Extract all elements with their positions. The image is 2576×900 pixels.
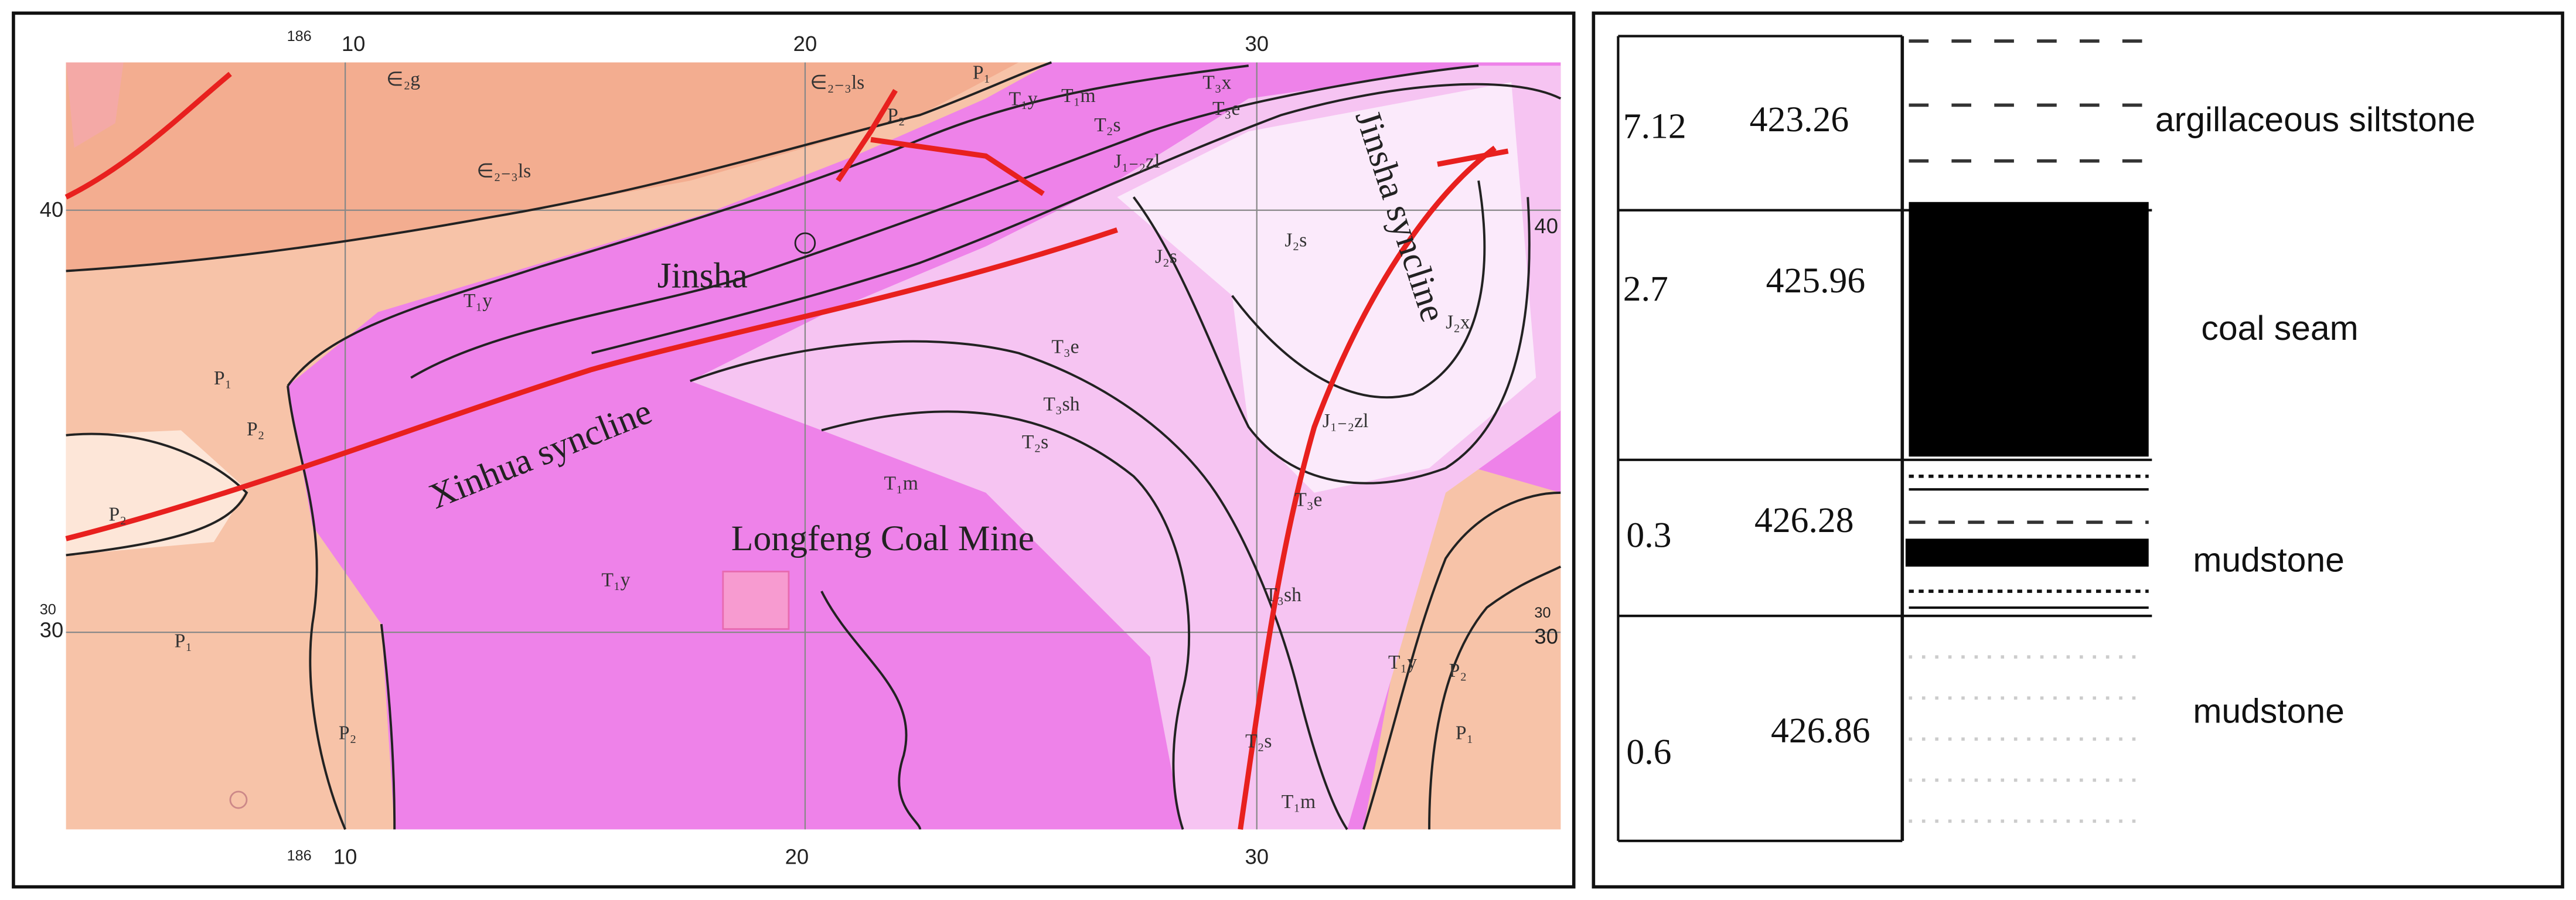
fault: [836, 88, 1045, 196]
formation-label: T₁y: [601, 570, 630, 591]
column-panel: 7.12 423.26 argillaceous siltstone 2.7 4…: [1592, 11, 2564, 889]
grid-label: 40: [1534, 214, 1558, 238]
fault: [1238, 145, 1497, 830]
thickness: 0.3: [1626, 515, 1671, 555]
formation-label: T₃e: [1051, 336, 1079, 358]
grid-label: 20: [793, 32, 817, 56]
thickness: 0.6: [1626, 732, 1671, 772]
depth: 426.28: [1754, 500, 1854, 540]
contour: [821, 410, 1191, 830]
formation-label: J₂s: [1284, 229, 1307, 251]
lithology: mudstone: [2193, 541, 2345, 579]
lithology: mudstone: [2193, 692, 2345, 730]
contour: [66, 432, 248, 557]
formation-label: T₁y: [1009, 88, 1038, 110]
formation-label: J₁₋₂zl: [1114, 151, 1160, 172]
formation-label: J₂x: [1446, 312, 1470, 333]
formation-label: T₃e: [1294, 489, 1322, 510]
formation-label: ∈₂g: [386, 69, 420, 90]
formation-label: P₁: [214, 367, 231, 389]
grid-label: 30: [40, 601, 56, 618]
thickness: 2.7: [1623, 269, 1668, 309]
formation-label: P₁: [175, 630, 192, 652]
fault: [65, 227, 1118, 541]
formation-label: T₃sh: [1043, 394, 1079, 415]
grid-label: 30: [1534, 625, 1558, 649]
map-panel: 186 10 20 30 186 10 20 30 40 30 30 40 30…: [12, 11, 1576, 889]
contour: [1132, 196, 1531, 485]
depth: 423.26: [1750, 100, 1849, 139]
contour: [591, 83, 1562, 354]
contour: [1231, 180, 1486, 398]
contour: [287, 64, 1249, 387]
grid-label: 186: [287, 28, 312, 45]
grid-label: 30: [1534, 605, 1551, 621]
formation-label: T₂s: [1094, 114, 1120, 136]
formation-label: J₁₋₂zl: [1323, 410, 1369, 432]
contour: [380, 623, 396, 830]
formation-label: P₂: [339, 722, 356, 744]
formation-label: T₁m: [1061, 85, 1095, 107]
formation-label: T₁m: [1282, 791, 1316, 813]
thickness: 7.12: [1623, 106, 1686, 146]
grid-label: 30: [1245, 32, 1269, 56]
formation-label: P₂: [887, 104, 905, 126]
formation-label: P₁: [973, 62, 990, 84]
contour: [66, 61, 1052, 272]
coal-pattern: [1905, 538, 2149, 567]
formation-label: T₃e: [1212, 98, 1240, 120]
formation-label: T₂s: [1022, 431, 1048, 453]
formation-label: P₂: [1449, 660, 1467, 681]
formation-label: ∈₂₋₃ls: [476, 161, 531, 182]
fault: [1437, 148, 1509, 167]
grid-label: 20: [785, 844, 809, 868]
grid-label: 10: [342, 32, 366, 56]
depth: 426.86: [1771, 711, 1870, 751]
contour: [690, 340, 1348, 830]
map-patch: [66, 62, 124, 148]
formation-label: T₃x: [1202, 71, 1231, 93]
contour: [820, 591, 922, 830]
formation-label: P₁: [1456, 722, 1473, 744]
lithology: coal seam: [2201, 309, 2358, 347]
formation-label: P₂: [109, 504, 127, 526]
formation-label: ∈₂₋₃ls: [810, 71, 864, 93]
grid-label: 186: [287, 848, 312, 864]
marker: [229, 790, 248, 809]
formation-label: T₂s: [1245, 730, 1272, 752]
contour: [1362, 491, 1561, 830]
contour: [1428, 565, 1562, 830]
formation-label: J₂s: [1155, 246, 1177, 267]
depth: 425.96: [1766, 261, 1866, 301]
formation-label: T₁m: [884, 472, 918, 494]
fault: [64, 71, 232, 200]
jurassic-zone: [1117, 82, 1536, 493]
lithology: argillaceous siltstone: [2155, 101, 2475, 139]
coal-pattern: [1909, 202, 2149, 457]
contour: [410, 64, 1479, 379]
place-name: Jinsha: [657, 256, 748, 296]
formation-label: T₁y: [464, 290, 492, 312]
contour: [287, 386, 346, 830]
grid-label: 30: [1245, 844, 1269, 868]
formation-label: T₁y: [1388, 652, 1417, 673]
grid-label: 40: [40, 197, 64, 221]
mudstone-pattern: [1909, 655, 2146, 823]
coal-mine-area: [722, 571, 790, 630]
cambrian-zone: [66, 62, 1019, 271]
formation-label: T₃sh: [1265, 584, 1301, 606]
town-marker: [794, 232, 816, 254]
formation-label: P₂: [247, 418, 264, 440]
grid-label: 10: [333, 844, 357, 868]
place-name: Longfeng Coal Mine: [731, 519, 1034, 558]
grid-label: 30: [40, 618, 64, 642]
